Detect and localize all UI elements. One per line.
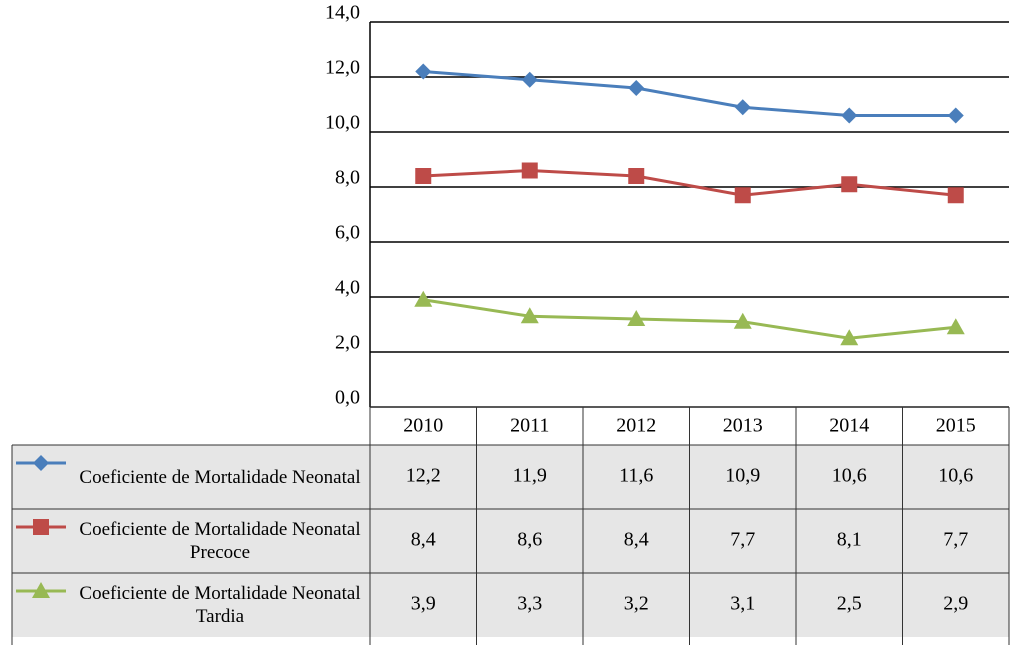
table-row-bg <box>12 445 1009 509</box>
marker <box>946 318 965 335</box>
y-tick-label: 12,0 <box>325 57 360 79</box>
table-row-bg <box>12 573 1009 637</box>
table-value: 8,4 <box>411 529 436 551</box>
x-tick-label: 2013 <box>723 415 763 437</box>
x-tick-label: 2015 <box>936 415 976 437</box>
marker <box>841 176 858 193</box>
marker <box>628 80 645 96</box>
marker <box>627 310 646 326</box>
legend-label: Coeficiente de Mortalidade Neonatal Tard… <box>79 583 361 627</box>
marker <box>521 71 538 88</box>
marker <box>734 187 751 204</box>
table-value: 12,2 <box>406 465 441 487</box>
series-line <box>423 168 956 197</box>
series-line <box>423 70 956 117</box>
y-tick-label: 10,0 <box>325 112 360 134</box>
table-value: 2,9 <box>943 593 968 615</box>
x-tick-label: 2012 <box>616 415 656 437</box>
table-value: 7,7 <box>943 529 968 551</box>
marker <box>33 455 49 471</box>
y-tick-label: 6,0 <box>335 222 360 244</box>
marker <box>628 168 645 184</box>
marker <box>32 582 50 598</box>
marker <box>947 187 964 204</box>
table-value: 10,6 <box>832 465 867 487</box>
table-value: 10,9 <box>725 465 760 487</box>
marker <box>840 329 859 346</box>
table-value: 8,1 <box>837 529 862 551</box>
table-value: 3,2 <box>624 593 649 615</box>
x-tick-label: 2010 <box>403 415 443 437</box>
marker <box>33 519 49 535</box>
table-row-bg <box>12 509 1009 573</box>
x-tick-label: 2014 <box>829 415 869 437</box>
marker <box>415 168 432 184</box>
table-value: 3,3 <box>517 593 542 615</box>
y-tick-label: 0,0 <box>335 387 360 409</box>
series-line <box>423 298 956 340</box>
table-value: 10,6 <box>938 465 973 487</box>
marker <box>947 107 964 124</box>
marker <box>733 312 752 329</box>
y-tick-label: 8,0 <box>335 167 360 189</box>
legend-label: Coeficiente de Mortalidade Neonatal Prec… <box>79 519 361 563</box>
table-value: 7,7 <box>730 529 755 551</box>
marker <box>520 307 539 324</box>
legend-label: Coeficiente de Mortalidade Neonatal <box>79 466 361 488</box>
table-value: 11,9 <box>513 465 547 487</box>
marker <box>734 99 751 116</box>
table-value: 8,4 <box>624 529 649 551</box>
table-value: 2,5 <box>837 593 862 615</box>
y-tick-label: 4,0 <box>335 277 360 299</box>
x-tick-label: 2011 <box>510 415 549 437</box>
marker <box>841 107 858 124</box>
table-value: 11,6 <box>619 465 653 487</box>
marker <box>415 63 432 80</box>
marker <box>414 290 433 307</box>
marker <box>521 162 538 179</box>
y-tick-label: 14,0 <box>325 2 360 24</box>
table-value: 3,1 <box>730 593 755 615</box>
table-value: 8,6 <box>517 529 542 551</box>
y-tick-label: 2,0 <box>335 332 360 354</box>
table-value: 3,9 <box>411 593 436 615</box>
